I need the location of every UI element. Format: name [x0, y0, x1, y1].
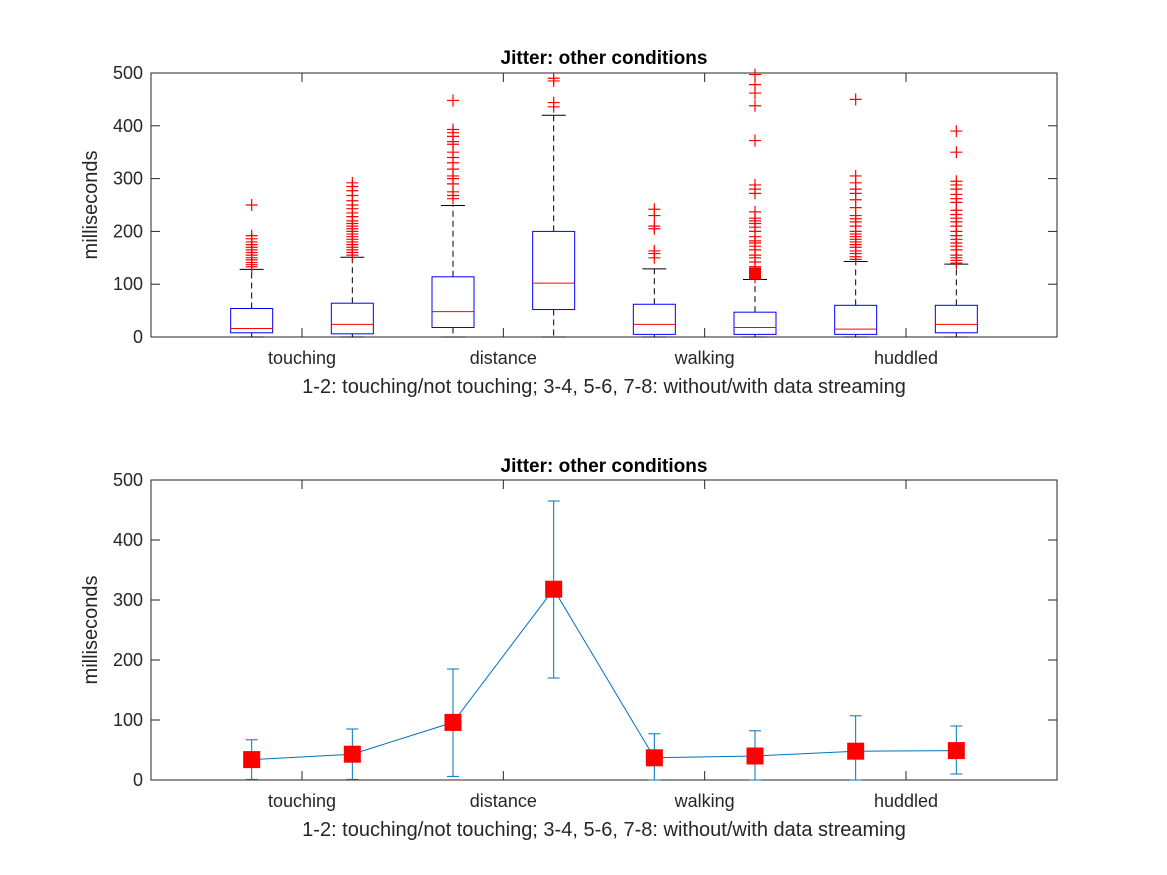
data-point [545, 580, 563, 598]
x-tick-label: walking [674, 348, 735, 368]
outlier-point [346, 176, 359, 189]
outlier-point [447, 94, 459, 107]
errorbar-panel: Jitter: other conditions 0 100 200 300 400 50… [80, 456, 1058, 841]
data-point [444, 713, 462, 731]
x-tick-label: huddled [874, 348, 938, 368]
series-line [251, 588, 957, 761]
y-axis: 0 100 200 300 400 500 touching distance walking h… [113, 63, 1057, 368]
outlier-point [648, 203, 661, 216]
plot-area [150, 72, 1058, 338]
boxplot-marks [230, 68, 978, 338]
box-rect [632, 303, 676, 335]
chart-title: Jitter: other conditions [501, 456, 708, 477]
box-rect [934, 304, 978, 334]
y-axis: 0 100 200 300 400 500 touching distance walking h… [113, 470, 1057, 811]
boxplot-panel: Jitter: other conditions 0 100 200 300 400 50… [80, 48, 1058, 398]
x-tick-label: touching [268, 791, 336, 811]
y-tick-label: 100 [113, 710, 143, 730]
outlier-point [547, 96, 560, 109]
outlier-point [749, 205, 761, 218]
x-tick-label: distance [470, 791, 537, 811]
x-axis-label: 1-2: touching/not touching; 3-4, 5-6, 7-… [302, 376, 906, 398]
outlier-point [245, 199, 258, 211]
box-rect [230, 307, 274, 334]
outlier-point [749, 178, 761, 191]
outlier-point [648, 220, 661, 233]
box-1 [230, 199, 274, 338]
y-axis-label: milliseconds [80, 576, 102, 685]
plot-area [150, 479, 1058, 781]
box-5 [632, 203, 676, 338]
outlier-point [447, 123, 459, 136]
x-axis-label: 1-2: touching/not touching; 3-4, 5-6, 7-… [302, 819, 906, 841]
outlier-point [950, 146, 963, 159]
data-point [847, 742, 865, 760]
outlier-point [547, 72, 560, 85]
x-tick-label: distance [470, 348, 537, 368]
y-tick-label: 500 [113, 63, 143, 83]
outlier-point [749, 134, 761, 147]
box-2 [330, 176, 374, 338]
outlier-point [950, 175, 963, 188]
data-point [243, 751, 261, 769]
box-rect [532, 230, 576, 311]
y-tick-label: 400 [113, 116, 143, 136]
x-tick-label: touching [268, 348, 336, 368]
y-tick-label: 300 [113, 590, 143, 610]
chart-title: Jitter: other conditions [501, 48, 708, 69]
box-rect [431, 276, 475, 328]
y-tick-label: 200 [113, 650, 143, 670]
box-4 [532, 72, 576, 338]
outlier-point [749, 99, 761, 112]
box-7 [834, 93, 878, 338]
data-point [343, 745, 361, 763]
box-8 [934, 125, 978, 338]
mean-marker [749, 267, 761, 280]
y-tick-label: 0 [133, 770, 143, 790]
box-3 [431, 94, 475, 338]
outlier-point [648, 244, 661, 257]
box-rect [733, 311, 777, 335]
box-rect [330, 302, 374, 335]
outlier-point [749, 78, 761, 91]
outlier-point [749, 68, 761, 81]
outlier-point [245, 229, 258, 242]
y-tick-label: 500 [113, 470, 143, 490]
y-axis-label: milliseconds [80, 151, 102, 260]
outlier-point [849, 169, 862, 182]
x-tick-label: huddled [874, 791, 938, 811]
y-tick-label: 100 [113, 274, 143, 294]
y-tick-label: 200 [113, 221, 143, 241]
y-tick-label: 0 [133, 327, 143, 347]
y-tick-label: 400 [113, 530, 143, 550]
data-point [746, 747, 764, 765]
box-rect [834, 304, 878, 335]
errorbar-marks [243, 500, 965, 781]
x-tick-label: walking [674, 791, 735, 811]
outlier-point [849, 93, 862, 106]
outlier-point [950, 125, 963, 138]
y-tick-label: 300 [113, 169, 143, 189]
data-point [645, 749, 663, 767]
data-point [947, 742, 965, 760]
